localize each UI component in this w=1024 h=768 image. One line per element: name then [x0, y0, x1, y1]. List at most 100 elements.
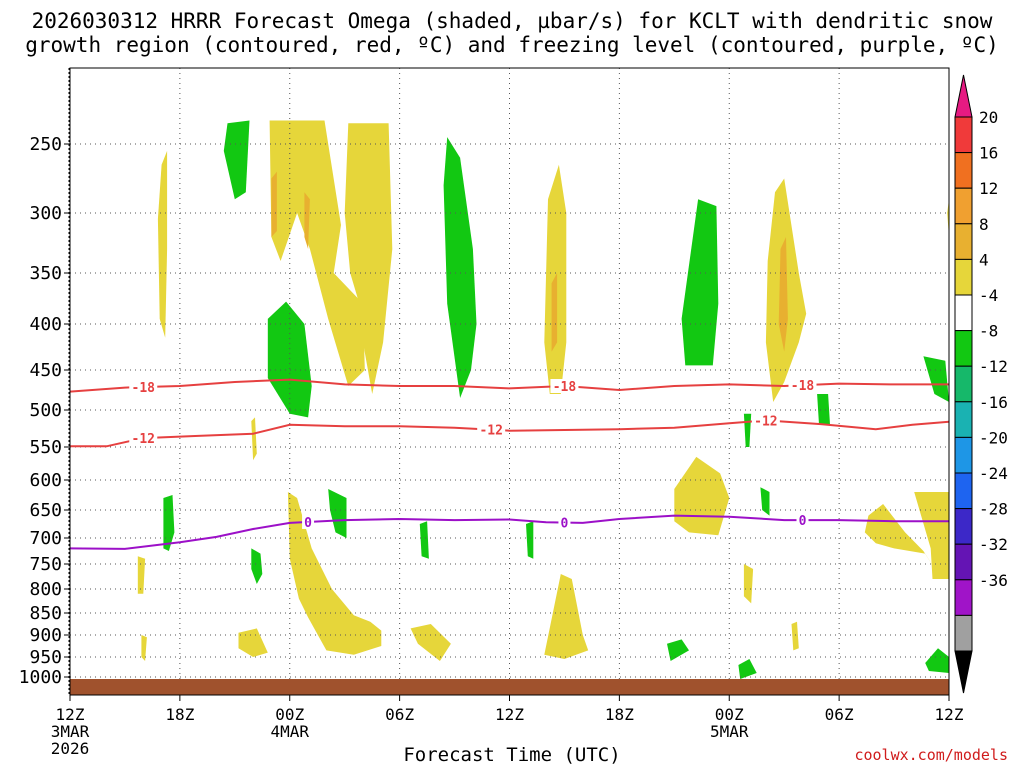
omega-region-down8-35: [304, 192, 310, 249]
omega-region-up-8-2: [443, 137, 477, 398]
y-tick-label-800: 800: [29, 579, 62, 600]
y-tick-label-700: 700: [29, 528, 62, 549]
colorbar-label-2: 12: [979, 179, 998, 198]
credit-text[interactable]: coolwx.com/models: [854, 746, 1008, 764]
colorbar-swatch-12: [954, 543, 973, 581]
omega-region-up-8-0: [223, 120, 250, 200]
colorbar-bottom-triangle: [954, 650, 973, 694]
contour-label-dgz-bottom-2: -12: [754, 414, 777, 429]
omega-region-down4-31: [544, 574, 589, 659]
contour-label-bg-freezing-level-0: [302, 514, 315, 529]
x-tick-label-48: 12Z: [935, 705, 964, 724]
contour-label-bg-freezing-level-2: [796, 513, 809, 528]
contour-label-freezing-level-0: 0: [304, 516, 312, 531]
colorbar-swatch-0: [954, 116, 973, 154]
omega-region-down8-34: [271, 171, 277, 237]
colorbar-swatch-5: [954, 294, 973, 332]
contour-dgz-bottom: [70, 419, 950, 448]
y-tick-label-850: 850: [29, 603, 62, 624]
omega-region-up-8-3: [681, 199, 719, 366]
colorbar-swatch-9: [954, 436, 973, 474]
omega-shading-layer: [137, 120, 949, 679]
colorbar-label-8: -16: [979, 393, 1008, 412]
grid-layer: [70, 68, 949, 695]
omega-region-down4-33: [791, 621, 799, 651]
colorbar-label-3: 8: [979, 215, 989, 234]
y-tick-label-400: 400: [29, 314, 62, 335]
y-tick-label-450: 450: [29, 360, 62, 381]
chart-title-line-2: growth region (contoured, red, ºC) and f…: [25, 33, 999, 57]
omega-region-down4-23: [287, 492, 382, 655]
y-tick-label-750: 750: [29, 554, 62, 575]
omega-region-up-8-12: [760, 487, 770, 516]
omega-region-down4-27: [137, 556, 146, 594]
colorbar-label-6: -8: [979, 322, 998, 341]
colorbar-label-13: -36: [979, 571, 1008, 590]
x-tick-label-12: 00Z: [275, 705, 304, 724]
colorbar-label-5: -4: [979, 286, 998, 305]
x-tick-label-0: 12Z: [56, 705, 85, 724]
plot-border: [69, 67, 950, 696]
omega-region-down4-28: [141, 635, 147, 661]
chart-title-line-1: 2026030312 HRRR Forecast Omega (shaded, …: [31, 9, 993, 33]
contour-dgz-top: [69, 378, 949, 393]
colorbar-swatch-8: [954, 401, 973, 438]
omega-region-down4-22: [251, 417, 257, 461]
y-tick-label-250: 250: [29, 134, 62, 155]
colorbar-label-10: -24: [979, 464, 1008, 483]
terrain-layer: [70, 679, 949, 695]
omega-region-down8-37: [778, 237, 788, 352]
omega-region-up-8-14: [738, 659, 757, 679]
x-tick-label-18: 06Z: [385, 705, 414, 724]
contour-label-freezing-level-2: 0: [799, 514, 807, 529]
contour-label-bg-dgz-top-2: [788, 378, 817, 393]
omega-region-down4-16: [157, 150, 168, 338]
plot-frame: [68, 67, 950, 696]
omega-region-up-8-1: [267, 301, 312, 418]
colorbar-label-12: -32: [979, 535, 1008, 554]
omega-region-up-8-10: [526, 521, 534, 559]
colorbar-label-4: 4: [979, 250, 989, 269]
colorbar-swatch-4: [954, 258, 973, 296]
omega-region-down4-18: [344, 123, 393, 395]
colorbar-swatch-1: [954, 152, 973, 189]
x-tick-label-6: 18Z: [165, 705, 194, 724]
x-axis-label: Forecast Time (UTC): [403, 744, 621, 766]
contour-label-dgz-top-1: -18: [553, 380, 577, 395]
x-tick-label-24: 12Z: [495, 705, 524, 724]
contour-freezing-level: [69, 514, 949, 550]
contour-label-freezing-level-1: 0: [561, 517, 569, 532]
x-tick-date-36: 5MAR: [710, 722, 749, 741]
colorbar-swatch-6: [954, 330, 973, 367]
terrain-fill: [70, 679, 949, 695]
y-axis: 2503003504004505005506006507007508008509…: [19, 134, 70, 688]
omega-region-up-8-5: [817, 394, 830, 425]
contour-label-bg-dgz-bottom-0: [129, 431, 158, 446]
omega-region-up-8-8: [328, 489, 347, 538]
y-tick-label-500: 500: [29, 400, 62, 421]
colorbar-swatch-7: [954, 365, 973, 403]
y-tick-label-300: 300: [29, 203, 62, 224]
colorbar-swatch-2: [954, 187, 973, 225]
omega-region-up-8-11: [251, 548, 263, 584]
x-tick-date-0: 3MAR: [51, 722, 90, 741]
contour-label-bg-dgz-bottom-1: [477, 422, 506, 437]
y-tick-label-550: 550: [29, 437, 62, 458]
contour-layer: -18 -18 -18 -12 -12 -12 0 0 0: [69, 378, 950, 550]
colorbar-label-7: -12: [979, 357, 1008, 376]
omega-region-down8-36: [551, 273, 558, 352]
contour-label-dgz-top-2: -18: [791, 379, 815, 394]
colorbar-swatch-3: [954, 223, 973, 260]
y-tick-label-900: 900: [29, 625, 62, 646]
colorbar-label-1: 16: [979, 144, 998, 163]
omega-region-up-8-13: [667, 639, 689, 661]
omega-region-up-8-4: [923, 356, 949, 402]
contour-label-bg-freezing-level-1: [558, 515, 571, 530]
omega-region-down4-24: [674, 456, 730, 536]
colorbar-label-11: -28: [979, 500, 1008, 519]
x-tick-label-30: 18Z: [605, 705, 634, 724]
colorbar-swatch-11: [954, 508, 973, 545]
omega-region-up-8-6: [743, 413, 752, 447]
